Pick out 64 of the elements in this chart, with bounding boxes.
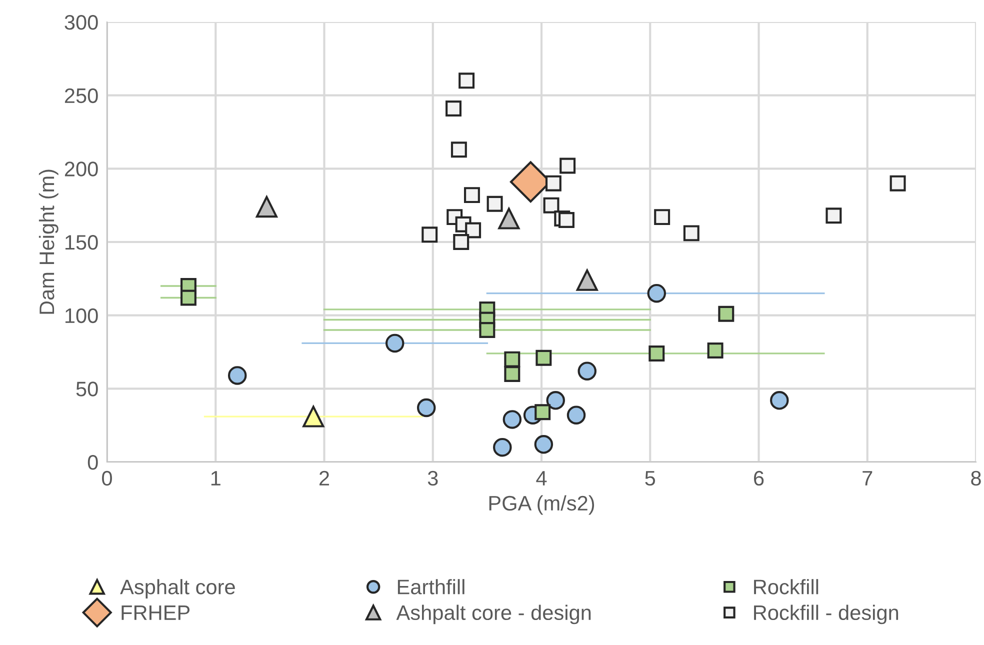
- point: [464, 187, 480, 204]
- y-tick-label: 200: [64, 162, 98, 176]
- point: [578, 362, 596, 380]
- point: [546, 391, 565, 410]
- x-tick-label: 5: [645, 471, 656, 486]
- x-tick-label: 2: [320, 470, 329, 486]
- legend-label: Earthfill: [398, 579, 464, 594]
- point: [560, 158, 576, 174]
- legend-label: Rockfill: [754, 579, 818, 594]
- point: [826, 208, 842, 224]
- point: [504, 351, 520, 368]
- x-tick-label: 0: [102, 470, 112, 486]
- x-tick-label: 3: [428, 470, 438, 486]
- point: [422, 226, 438, 243]
- x-tick-label: 6: [754, 470, 764, 486]
- point: [458, 72, 475, 89]
- y-tick-label: 150: [66, 235, 98, 250]
- y-tick-label: 50: [76, 382, 98, 396]
- point: [504, 366, 520, 382]
- point: [718, 306, 734, 322]
- point: [890, 175, 906, 192]
- point: [302, 406, 324, 428]
- point: [648, 345, 665, 362]
- y-tick-label: 0: [88, 455, 98, 470]
- point: [256, 196, 278, 218]
- legend-label: FRHEP: [122, 606, 190, 620]
- point: [465, 222, 482, 238]
- point: [486, 196, 503, 212]
- point: [493, 438, 512, 457]
- point: [534, 404, 551, 420]
- x-tick-label: 7: [862, 471, 872, 486]
- point: [536, 350, 552, 366]
- x-axis-title: PGA (m/s2): [489, 495, 594, 515]
- point: [707, 342, 724, 359]
- point: [228, 366, 247, 385]
- y-axis-title: Dam Height (m): [38, 170, 58, 314]
- point: [543, 197, 560, 214]
- y-tick-label: 250: [64, 88, 98, 104]
- legend-label: Rockfill - design: [754, 604, 898, 624]
- point: [450, 142, 467, 158]
- point: [502, 410, 522, 429]
- point: [416, 398, 436, 418]
- point: [770, 391, 789, 410]
- point: [498, 208, 520, 230]
- x-tick-label: 1: [211, 471, 220, 486]
- x-tick-label: 4: [536, 471, 547, 486]
- point: [446, 100, 462, 117]
- point: [453, 234, 470, 250]
- point: [683, 225, 700, 242]
- point: [654, 209, 670, 226]
- point: [566, 406, 586, 424]
- x-tick-label: 8: [971, 470, 981, 486]
- point: [647, 284, 666, 303]
- legend-label: Ashpalt core - design: [396, 604, 591, 624]
- y-tick-label: 100: [66, 308, 98, 324]
- y-tick-label: 300: [64, 15, 98, 30]
- point: [558, 212, 574, 228]
- point: [180, 290, 196, 306]
- point: [534, 435, 554, 454]
- point: [576, 269, 598, 291]
- point: [479, 322, 496, 338]
- point: [385, 334, 404, 353]
- point: [545, 175, 562, 192]
- legend-label: Asphalt core: [120, 579, 235, 598]
